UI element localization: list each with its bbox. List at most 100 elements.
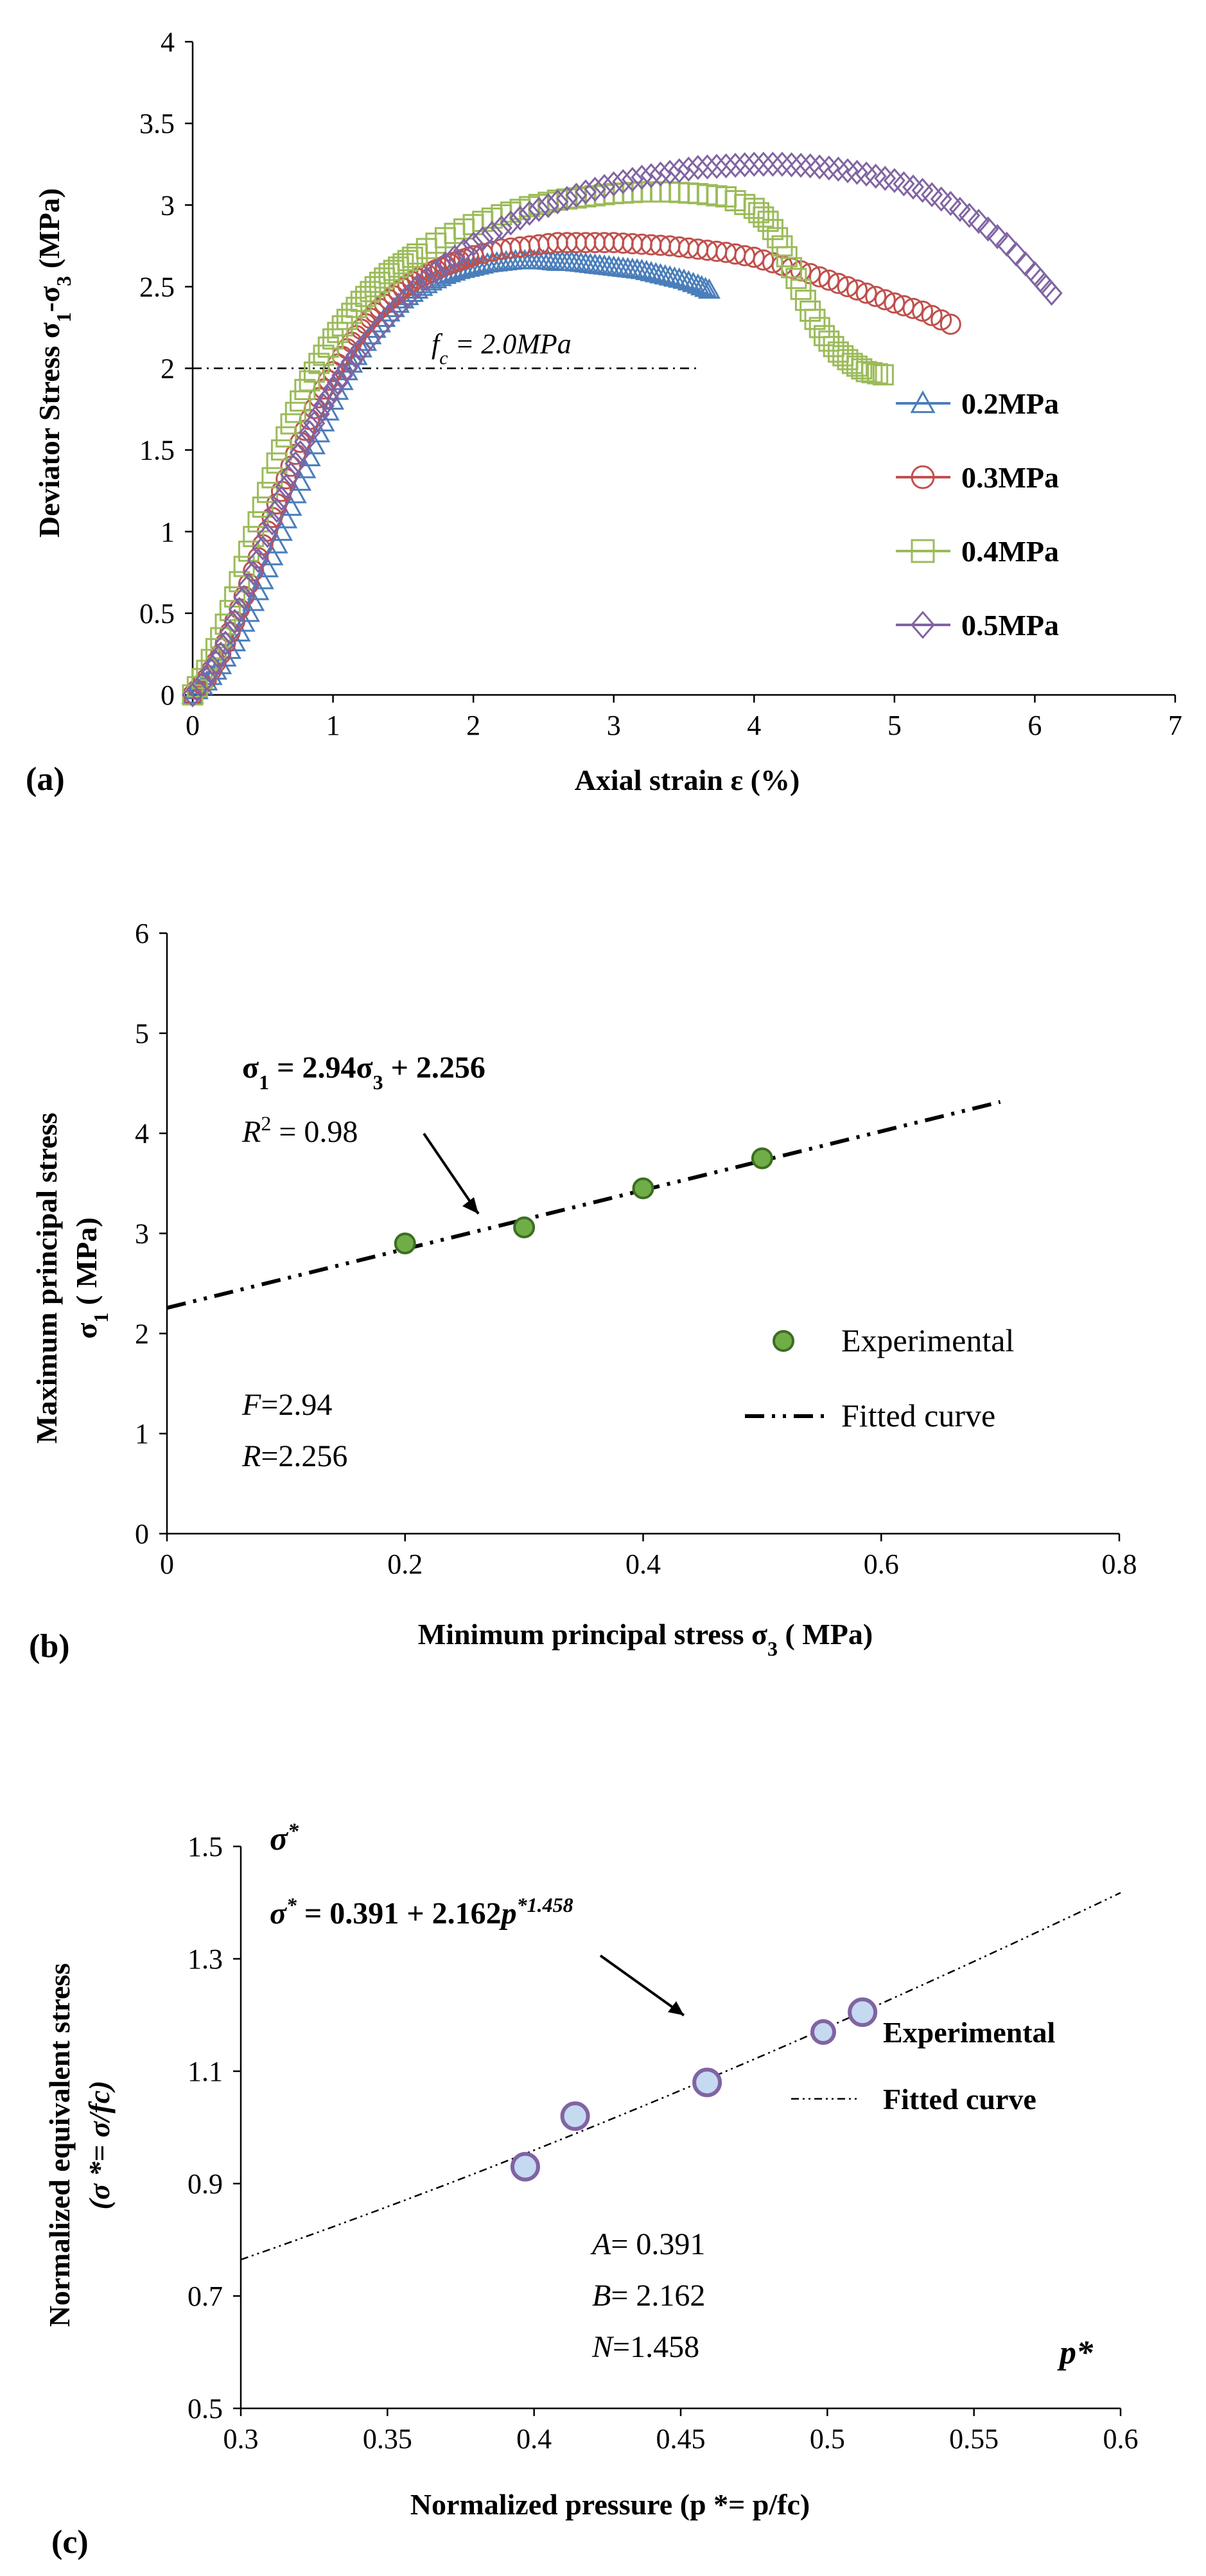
panel-c-experimental-point: [510, 2151, 540, 2182]
panel-a-point-0.5MPa: [724, 152, 747, 178]
panel-a-point-0.5MPa: [219, 620, 241, 645]
panel-a-legend-label-0.2MPa: 0.2MPa: [961, 387, 1059, 420]
panel-a-point-0.4MPa: [233, 556, 255, 577]
panel-c-y-tick-label: 0.7: [188, 2281, 223, 2312]
panel-c-p-axis-tag: p*: [1057, 2335, 1094, 2371]
panel-a-point-0.5MPa: [555, 186, 578, 211]
panel-c-y-tick-label: 1.1: [188, 2056, 223, 2087]
panel-c-y-axis-label-line2: (σ *= σ/fc): [83, 2081, 116, 2210]
panel-c-legend: Experimental Fitted curve: [791, 2016, 1055, 2116]
panel-a-point-0.4MPa: [781, 257, 803, 279]
panel-a-point-0.5MPa: [322, 377, 344, 403]
panel-a-point-0.4MPa: [313, 344, 335, 366]
panel-a-point-0.5MPa: [313, 393, 335, 419]
panel-b-x-tick-label: 0: [160, 1548, 174, 1580]
panel-a-x-tick-label: 4: [747, 710, 761, 741]
panel-a-point-0.5MPa: [602, 171, 625, 197]
panel-a-axes: [185, 40, 1176, 703]
panel-a-point-0.5MPa: [434, 251, 457, 277]
panel-a-y-tick-label: 1: [161, 516, 175, 548]
panel-a-point-0.5MPa: [752, 152, 774, 177]
panel-a-point-0.5MPa: [837, 158, 859, 184]
panel-c-tag: (c): [51, 2524, 89, 2561]
panel-c-experimental-point: [692, 2067, 722, 2098]
panel-a-point-0.5MPa: [308, 401, 330, 427]
panel-a-point-0.5MPa: [743, 152, 765, 177]
panel-a-point-0.4MPa: [341, 302, 363, 324]
panel-a-point-0.5MPa: [958, 202, 981, 228]
panel-a-point-0.5MPa: [593, 173, 616, 199]
panel-a-point-0.5MPa: [659, 159, 681, 185]
panel-a-y-tick-label: 3.5: [139, 108, 175, 139]
panel-a-point-0.4MPa: [748, 202, 770, 223]
panel-a-point-0.4MPa: [299, 370, 320, 392]
panel-a-point-0.5MPa: [195, 666, 218, 692]
panel-a-point-0.4MPa: [776, 246, 798, 268]
panel-a-point-0.4MPa: [303, 361, 325, 383]
panel-a-point-0.5MPa: [686, 155, 709, 180]
panel-b-r-squared: R2 = 0.98: [241, 1112, 358, 1149]
panel-c-experimental-point: [848, 1997, 878, 2028]
panel-b-fitted-line: [166, 1100, 1001, 1310]
panel-a-point-0.4MPa: [243, 525, 265, 547]
panel-a-point-0.4MPa: [584, 185, 606, 207]
panel-a-point-0.4MPa: [804, 308, 826, 330]
panel-a-point-0.4MPa: [491, 204, 512, 226]
panel-a-point-0.4MPa: [238, 540, 259, 562]
panel-a-legend-marker-0.3MPa: [911, 465, 935, 489]
panel-a-point-0.5MPa: [345, 342, 367, 368]
panel-a-point-0.2MPa: [668, 267, 691, 288]
panel-a-point-0.5MPa: [326, 369, 349, 396]
panel-b-legend-label-experimental: Experimental: [841, 1322, 1014, 1358]
panel-a-y-tick-label: 4: [161, 26, 175, 58]
panel-a-y-tick-label: 2.5: [139, 271, 175, 302]
panel-c-x-tick-label: 0.55: [949, 2423, 999, 2455]
panel-a-point-0.5MPa: [280, 462, 302, 487]
panel-a-point-0.5MPa: [874, 166, 896, 191]
panel-a-point-0.5MPa: [284, 451, 307, 477]
panel-a-point-0.4MPa: [481, 207, 503, 229]
panel-a-y-tick-label: 0: [161, 679, 175, 711]
panel-a-ticks: 0 1 2 3 4 5 6 7 0 0.5 1 1.5 2 2.5 3 3.5 4: [139, 26, 1182, 741]
panel-a-point-0.5MPa: [846, 159, 868, 185]
panel-a-point-0.4MPa: [406, 243, 428, 265]
panel-a-series-0.4MPa: [182, 181, 894, 706]
panel-b-axes: [159, 932, 1121, 1541]
panel-a-point-0.4MPa: [331, 315, 353, 337]
panel-a-point-0.5MPa: [575, 179, 597, 205]
panel-a-point-0.3MPa: [827, 272, 849, 294]
panel-a-point-0.5MPa: [1040, 281, 1063, 306]
panel-c-y-axis-label-line1: Normalized equivalent stress: [43, 1963, 76, 2327]
panel-a-legend-label-0.4MPa: 0.4MPa: [961, 535, 1059, 568]
panel-a-point-0.5MPa: [471, 226, 494, 252]
panel-a-point-0.2MPa: [694, 276, 717, 297]
panel-b-x-tick-label: 0.4: [625, 1548, 661, 1580]
panel-a-point-0.5MPa: [762, 152, 784, 177]
panel-a-point-0.2MPa: [237, 601, 260, 622]
panel-a-point-0.4MPa: [266, 452, 288, 474]
panel-a-point-0.3MPa: [931, 309, 952, 331]
panel-c-ticks: 0.3 0.35 0.4 0.45 0.5 0.55 0.6 0.5 0.7 0.9 1.1 1.3 1…: [188, 1831, 1139, 2455]
panel-a-point-0.5MPa: [444, 245, 466, 270]
panel-a-x-tick-label: 3: [607, 710, 621, 741]
panel-c-axes: [233, 1845, 1122, 2416]
panel-a-point-0.5MPa: [733, 152, 756, 178]
panel-a-point-0.3MPa: [837, 276, 859, 297]
panel-a-point-0.5MPa: [780, 152, 803, 178]
panel-a-point-0.2MPa: [677, 270, 700, 291]
panel-a-point-0.5MPa: [817, 155, 840, 181]
panel-a-point-0.4MPa: [762, 218, 783, 240]
panel-a-x-tick-label: 5: [887, 710, 902, 741]
panel-a-legend-label-0.3MPa: 0.3MPa: [961, 461, 1059, 494]
panel-b-x-tick-label: 0.8: [1102, 1548, 1137, 1580]
panel-c-equation: σ* = 0.391 + 2.162p*1.458: [270, 1893, 573, 1931]
panel-b: 0 0.2 0.4 0.6 0.8 0 1 2 3 4 5 6 Experimental Fitted …: [29, 918, 1137, 1665]
panel-a-point-0.4MPa: [556, 188, 578, 210]
panel-c-legend-label-fit: Fitted curve: [883, 2083, 1036, 2116]
panel-a-point-0.3MPa: [808, 266, 830, 288]
panel-a-point-0.5MPa: [289, 440, 311, 466]
panel-c-legend-label-experimental: Experimental: [883, 2016, 1055, 2049]
panel-a-point-0.5MPa: [827, 156, 850, 182]
panel-b-legend-label-fit: Fitted curve: [841, 1398, 995, 1433]
